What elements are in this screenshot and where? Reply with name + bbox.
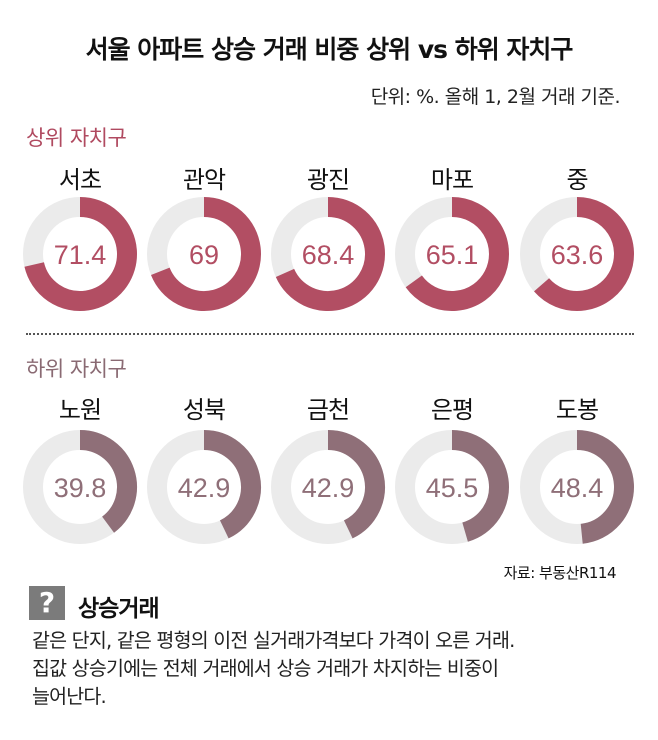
- district-label: 중: [566, 166, 588, 194]
- value-label: 45.5: [426, 473, 479, 503]
- note-line: 집값 상승기에는 전체 거래에서 상승 거래가 차지하는 비중이: [32, 657, 499, 680]
- value-label: 42.9: [178, 473, 231, 503]
- donut-arc-서초: [24, 197, 137, 311]
- value-label: 71.4: [54, 240, 107, 270]
- value-label: 48.4: [551, 473, 604, 503]
- section-title-top: 상위 자치구: [26, 126, 127, 150]
- district-label: 서초: [58, 166, 102, 194]
- value-label: 68.4: [302, 240, 355, 270]
- donut-arc-성북: [203, 430, 261, 539]
- chart-title: 서울 아파트 상승 거래 비중 상위 vs 하위 자치구: [85, 35, 574, 64]
- donut-arc-관악: [151, 197, 261, 311]
- district-label: 관악: [182, 166, 226, 194]
- district-label: 성북: [182, 396, 226, 424]
- donut-arc-금천: [327, 430, 385, 539]
- value-label: 63.6: [551, 240, 604, 270]
- section-title-bottom: 하위 자치구: [26, 357, 127, 381]
- donut-arc-도봉: [576, 430, 634, 544]
- value-label: 42.9: [302, 473, 355, 503]
- district-label: 금천: [306, 396, 350, 424]
- chart-subtitle: 단위: %. 올해 1, 2월 거래 기준.: [370, 86, 621, 108]
- note-line: 같은 단지, 같은 평형의 이전 실거래가격보다 가격이 오른 거래.: [32, 629, 515, 652]
- note-title: 상승거래: [78, 596, 160, 622]
- divider: [26, 333, 634, 335]
- district-label: 노원: [58, 396, 102, 424]
- district-label: 마포: [430, 166, 474, 194]
- donut-arc-은평: [451, 430, 509, 542]
- value-label: 39.8: [54, 473, 107, 503]
- donut-arc-중: [534, 197, 634, 311]
- value-label: 65.1: [426, 240, 479, 270]
- district-label: 도봉: [555, 396, 599, 424]
- district-label: 은평: [430, 396, 474, 424]
- value-label: 69: [189, 240, 219, 270]
- donut-arc-노원: [79, 430, 137, 533]
- donut-arc-마포: [405, 197, 509, 311]
- note-line: 늘어난다.: [32, 685, 107, 708]
- question-icon: ?: [29, 586, 65, 620]
- source-note: 자료: 부동산R114: [503, 564, 617, 582]
- donut-arc-광진: [275, 197, 385, 311]
- district-label: 광진: [306, 166, 350, 194]
